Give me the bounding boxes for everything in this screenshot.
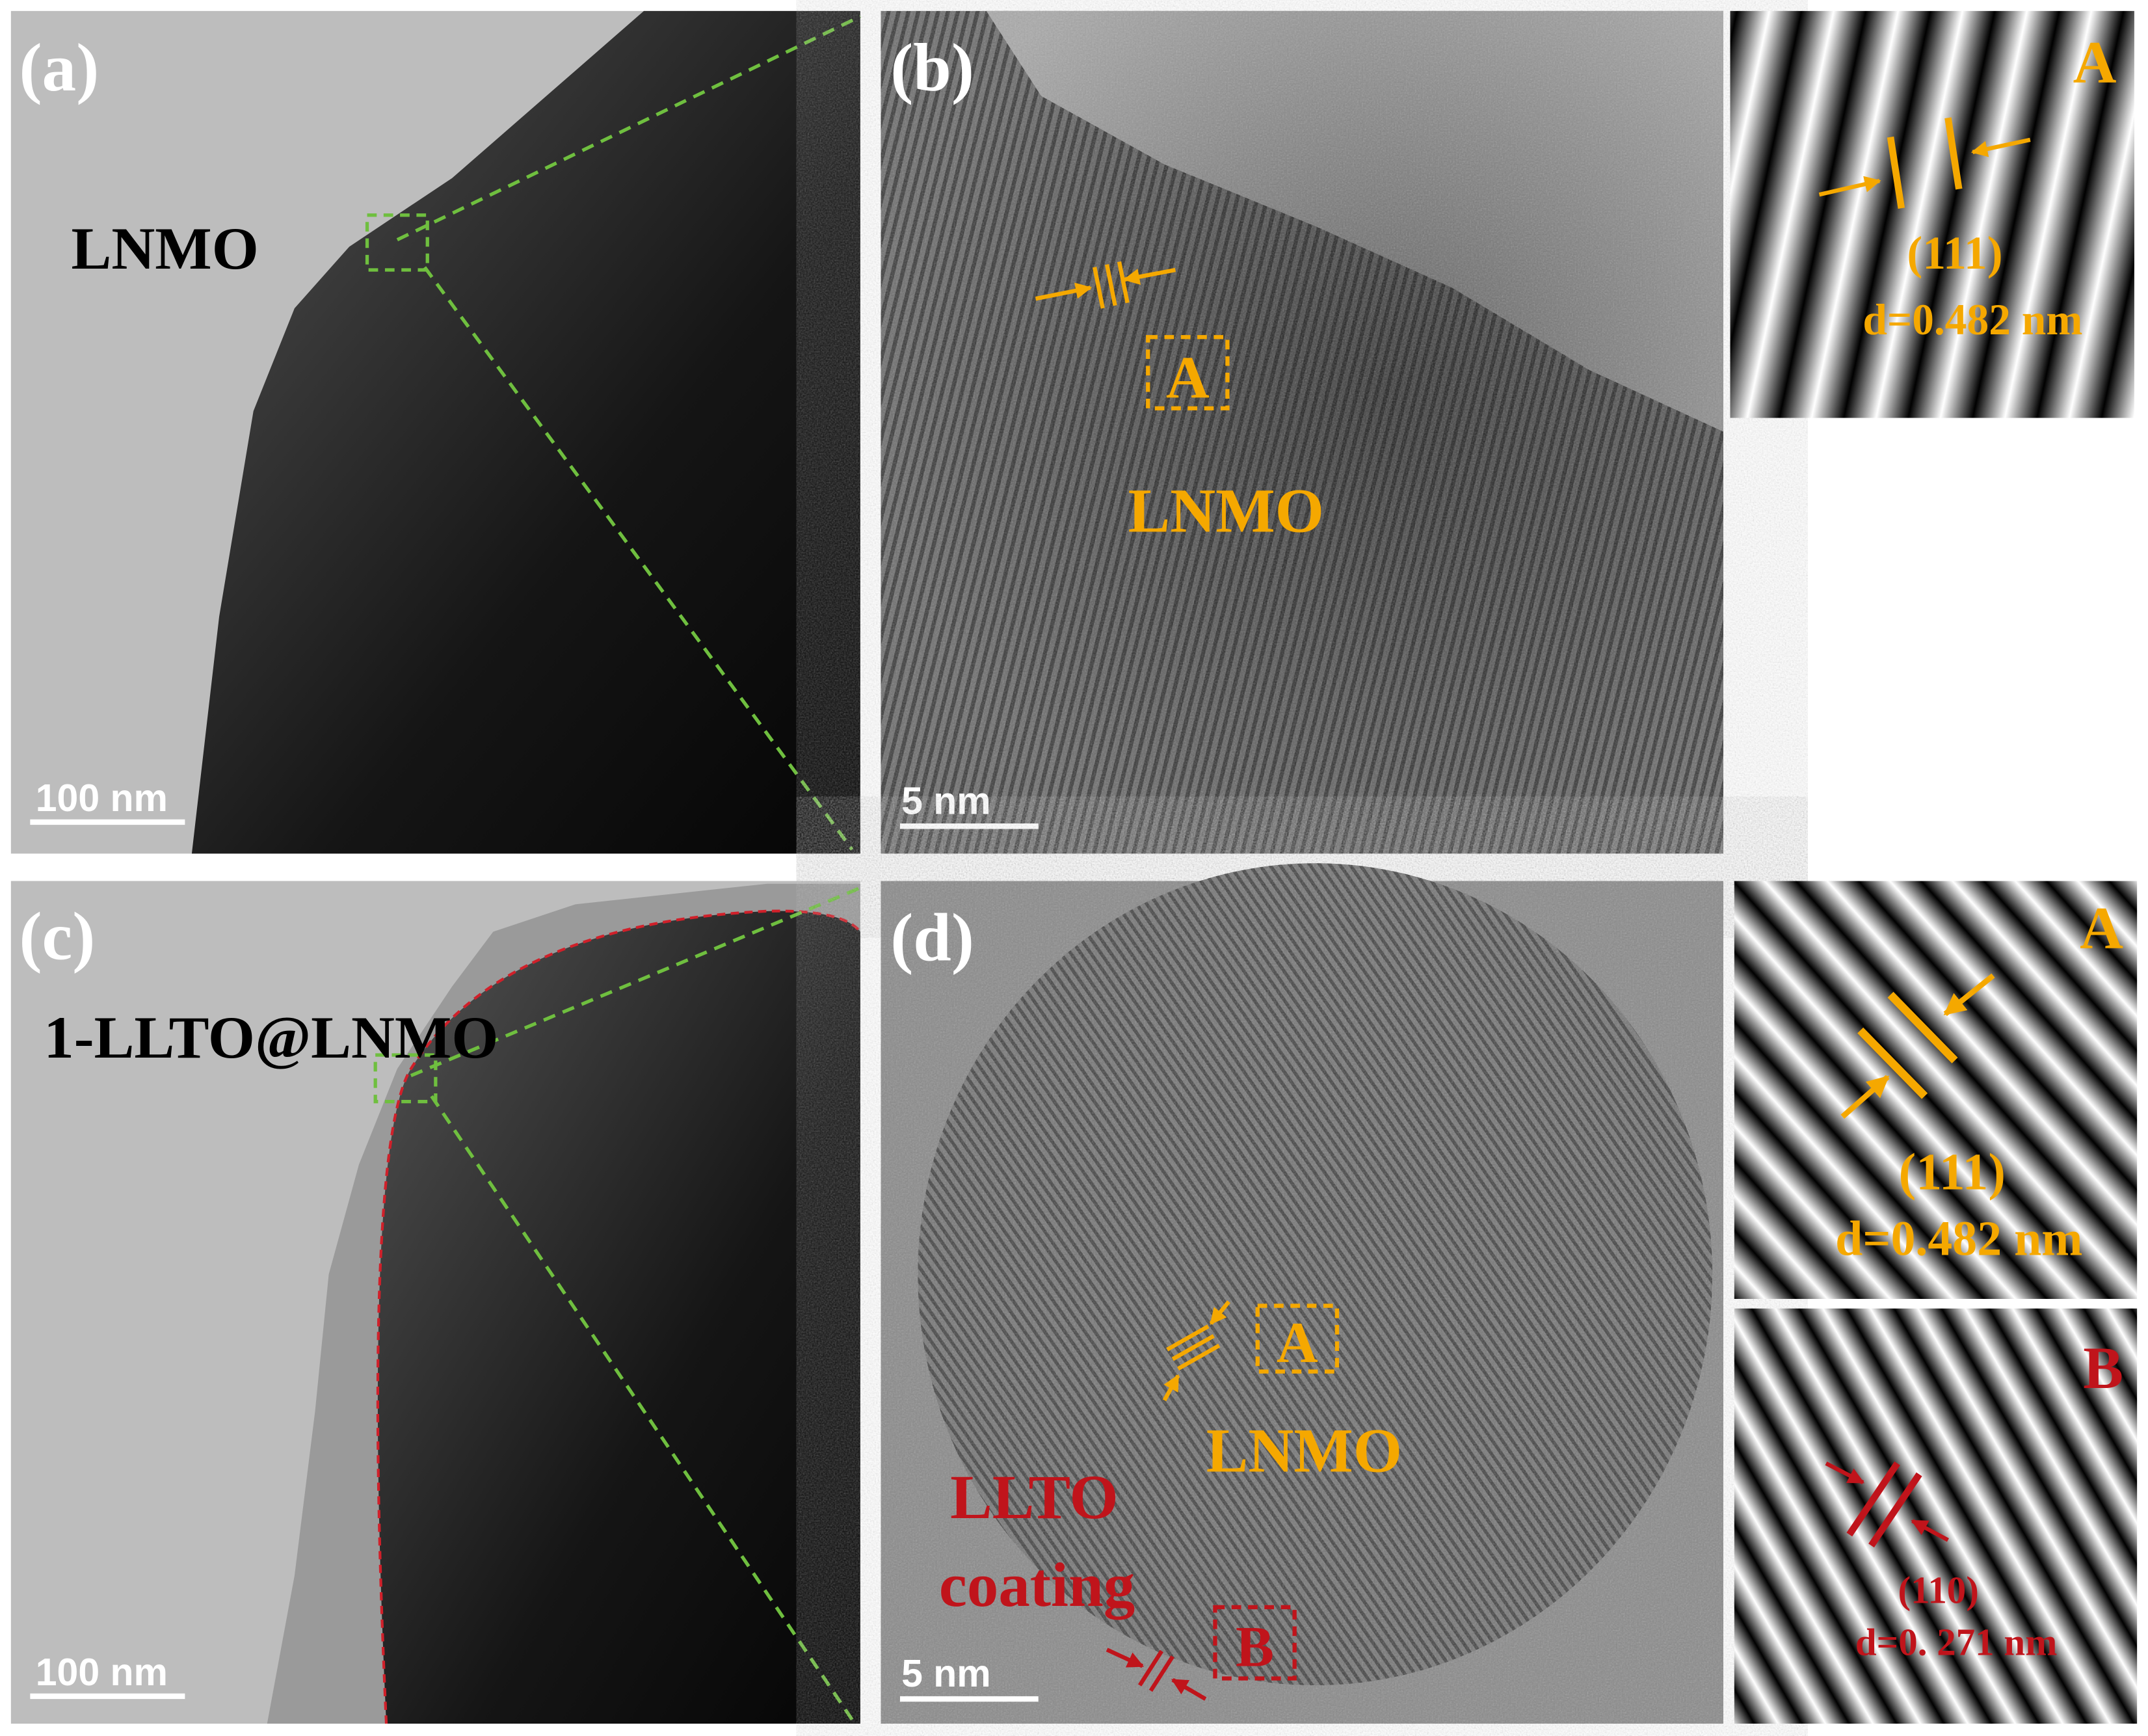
inset-b-a: A (111) d=0.482 nm <box>1730 10 2134 418</box>
fringe-mark <box>1857 991 1958 1099</box>
boundary <box>376 909 862 1724</box>
fringe-mark <box>1846 1461 1922 1548</box>
spacing-label: d=0.482 nm <box>1863 295 2082 344</box>
arrow <box>1035 282 1093 301</box>
spacing-label: d=0.482 nm <box>1835 1212 2082 1266</box>
noise <box>881 10 1723 854</box>
panel-a: (a) LNMO 100 nm <box>10 10 862 854</box>
particle <box>191 10 860 854</box>
arrow <box>1162 1374 1180 1402</box>
region-label: A <box>2080 895 2123 962</box>
arrow <box>1122 267 1176 285</box>
arrow <box>1106 1648 1145 1668</box>
noise <box>881 881 1723 1724</box>
arrow <box>1970 137 2031 157</box>
scale-label: 100 nm <box>36 1651 168 1694</box>
panel-label: (c) <box>19 898 95 974</box>
arrow <box>1840 1075 1890 1119</box>
coating-label: LLTO <box>950 1462 1119 1532</box>
phase-label: LNMO <box>1128 475 1324 545</box>
fringes <box>1734 1308 2138 1724</box>
arrow <box>1818 176 1881 197</box>
arrow <box>1171 1677 1207 1701</box>
region-box <box>1213 1605 1297 1681</box>
panel-label: (a) <box>19 29 99 105</box>
plane-label: (111) <box>1899 1143 2006 1201</box>
zoom-box <box>365 213 429 272</box>
fringe-mark <box>1887 117 1963 209</box>
plane-label: (110) <box>1898 1569 1978 1612</box>
sample-label: 1-LLTO@LNMO <box>44 1004 498 1071</box>
scale-label: 100 nm <box>36 777 168 820</box>
scale-label: 5 nm <box>901 780 991 822</box>
panel-c: (c) 1-LLTO@LNMO 100 nm <box>10 881 862 1724</box>
region-box <box>1255 1303 1340 1374</box>
region-label: B <box>2083 1335 2123 1402</box>
plane-label: (111) <box>1907 228 2002 279</box>
arrow <box>1943 973 1995 1017</box>
region-box <box>1146 335 1230 410</box>
inset-d-b: B (110) d=0. 271 nm <box>1734 1308 2138 1724</box>
fringes <box>1734 881 2138 1299</box>
sample-label: LNMO <box>72 215 259 282</box>
region-label: A <box>1166 344 1210 411</box>
panel-b: A LNMO (b) 5 nm <box>881 10 1723 854</box>
particle <box>377 911 860 1724</box>
inset-d-a: A (111) d=0.482 nm <box>1734 881 2138 1299</box>
zoom-box <box>373 1053 438 1104</box>
fringes <box>1730 10 2134 418</box>
region-label: B <box>1236 1616 1274 1679</box>
phase-label: LNMO <box>1206 1415 1402 1485</box>
arrow <box>1825 1461 1865 1485</box>
panel-label: (d) <box>890 900 974 976</box>
scale-label: 5 nm <box>901 1653 991 1695</box>
spacing-label: d=0. 271 nm <box>1855 1621 2057 1664</box>
coating-label: coating <box>939 1550 1135 1620</box>
zoom-line <box>410 886 861 1721</box>
panel-d: A LNMO LLTO coating B (d) 5 nm <box>881 863 1723 1724</box>
zoom-line <box>396 14 862 851</box>
region-label: A <box>1277 1311 1318 1375</box>
arrow <box>1209 1300 1230 1325</box>
panel-label: (b) <box>890 29 974 105</box>
region-label: A <box>2073 29 2117 96</box>
fringe-mark <box>1166 1324 1221 1371</box>
fringe-mark <box>1137 1649 1174 1692</box>
arrow <box>1911 1519 1949 1542</box>
